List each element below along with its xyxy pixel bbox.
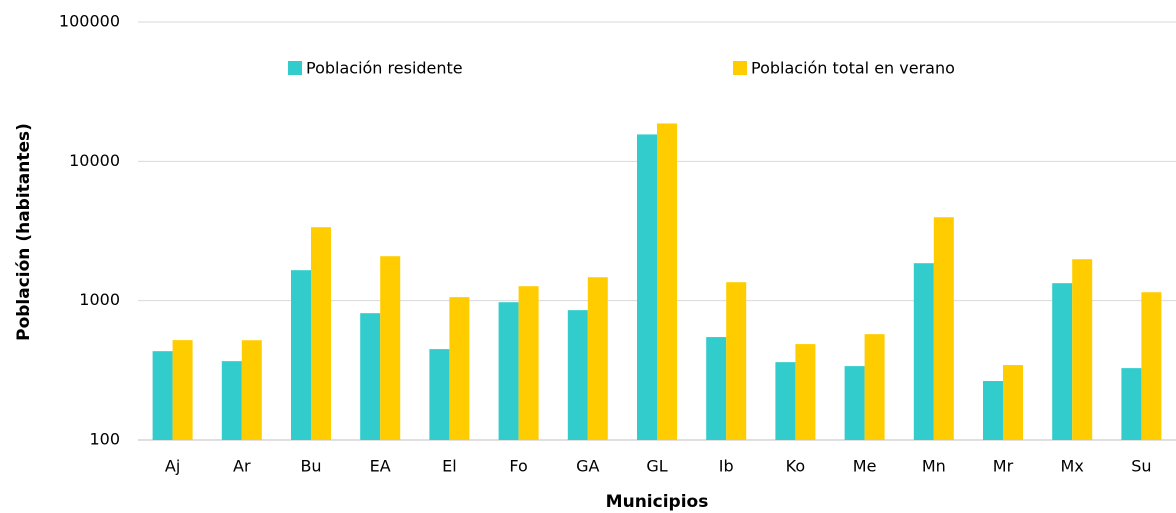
x-tick-label: Ko [786,457,805,476]
bar [291,270,311,440]
bar [795,344,816,440]
bar [587,277,608,440]
bar [864,334,885,440]
bar [241,340,262,440]
y-axis-label: Población (habitantes) [14,123,34,341]
x-tick-label: Bu [300,457,321,476]
bar [775,362,796,440]
x-tick-label: GA [576,457,599,476]
bar [637,134,657,441]
x-tick-label: Su [1131,457,1151,476]
bar [518,286,539,440]
bar [1072,259,1093,440]
bar [933,217,954,440]
bar [567,310,588,440]
bar [311,227,331,440]
bar [152,351,173,440]
bar [1121,368,1142,440]
x-tick-label: Ar [233,457,251,476]
bar [172,340,193,440]
bar [844,366,865,440]
bar [726,282,747,440]
bar [380,256,401,440]
legend-label: Población total en verano [751,59,955,78]
bar [449,297,470,440]
x-tick-label: Fo [509,457,527,476]
bar [1141,292,1162,440]
x-tick-label: Ib [719,457,734,476]
x-tick-label: Aj [165,457,180,476]
y-tick-label: 1000 [79,290,120,309]
legend-swatch [733,61,747,75]
bar [983,381,1003,440]
bar [706,337,727,440]
x-tick-label: Mn [922,457,946,476]
bar [913,263,934,440]
y-tick-label: 10000 [69,151,120,170]
x-tick-label: Mr [993,457,1014,476]
x-tick-label: EA [370,457,391,476]
bar [1052,283,1073,440]
x-tick-label: GL [646,457,667,476]
x-tick-label: Me [853,457,877,476]
x-tick-label: El [442,457,457,476]
y-tick-label: 100 [89,430,120,449]
x-axis-label: Municipios [606,492,709,512]
bar [360,313,381,440]
bar [498,302,519,440]
x-tick-label: Mx [1061,457,1084,476]
bar [657,123,677,441]
y-tick-label: 100000 [59,12,120,31]
bar [1003,365,1023,440]
bar [221,361,242,440]
bar [429,349,450,440]
legend-label: Población residente [306,59,463,78]
legend-swatch [288,61,302,75]
